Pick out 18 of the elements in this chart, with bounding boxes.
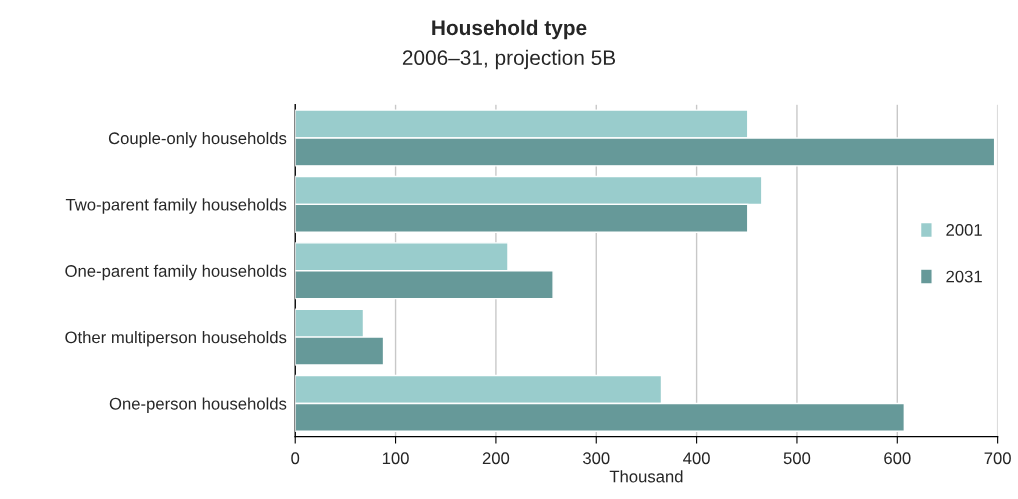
y-tick-label: One-person households [109, 397, 287, 413]
y-tick-label: One-parent family households [65, 264, 287, 281]
x-axis-title: Thousand [609, 470, 683, 483]
legend-label: 2031 [946, 270, 982, 283]
x-tick-label: 700 [984, 452, 1011, 465]
chart-subtitle: 2006–31, projection 5B [402, 49, 616, 70]
x-tick-label: 100 [382, 452, 409, 465]
x-tick-label: 500 [783, 452, 811, 465]
x-tick-label: 400 [683, 452, 710, 465]
x-tick-label: 600 [884, 452, 911, 465]
chart-title: Household type [432, 19, 587, 40]
y-tick-label: Other multiperson households [65, 331, 287, 347]
x-tick-label: 200 [482, 452, 510, 465]
x-tick-label: 0 [291, 452, 300, 465]
x-tick-label: 300 [582, 452, 610, 465]
legend-label: 2001 [946, 224, 982, 236]
y-tick-label: Two-parent family households [65, 198, 287, 214]
y-tick-label: Couple-only households [108, 131, 287, 148]
